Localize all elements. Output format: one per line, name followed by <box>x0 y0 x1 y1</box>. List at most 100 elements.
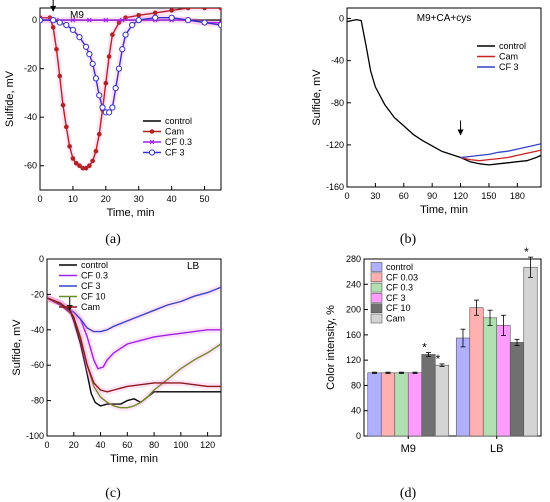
data-point <box>70 17 76 23</box>
y-tick-label: -80 <box>331 98 344 108</box>
legend-label: control <box>165 116 192 126</box>
series-band-cf-3 <box>40 14 221 116</box>
data-point <box>54 46 59 52</box>
data-point <box>50 25 56 30</box>
panel-2: 0 20 40 60 80 100 120 0 -20 -40 -60 -80 -100 Time, mi… <box>11 254 222 465</box>
data-point <box>92 75 100 82</box>
panel-label-d: (d) <box>400 486 417 501</box>
y-tick-label: 280 <box>346 254 361 264</box>
y-tick-label: 160 <box>346 330 361 340</box>
y-tick-label: -80 <box>31 396 44 406</box>
x-tick-label: 60 <box>122 440 132 450</box>
data-point <box>136 12 142 18</box>
data-point <box>96 131 102 137</box>
data-point <box>129 21 136 29</box>
data-point <box>80 165 86 171</box>
legend-label: CF 10 <box>386 303 411 313</box>
y-tick-label: -20 <box>31 289 44 299</box>
x-tick-label: 20 <box>101 194 111 204</box>
legend-marker <box>149 139 155 145</box>
x-tick-label: 0 <box>344 191 349 201</box>
data-point <box>64 124 69 130</box>
data-point <box>122 31 129 38</box>
data-point <box>168 14 175 21</box>
data-point <box>76 34 83 41</box>
data-point <box>116 20 122 25</box>
data-point <box>119 17 125 23</box>
series-line-control <box>347 18 541 166</box>
data-point <box>119 46 126 53</box>
legend-label: CF 3 <box>499 62 519 72</box>
y-tick-label: 80 <box>351 380 361 390</box>
data-point <box>67 144 72 149</box>
legend-swatch <box>370 303 383 314</box>
category-label: LB <box>490 443 503 455</box>
data-point <box>115 65 123 72</box>
legend-marker <box>148 149 156 156</box>
data-point <box>99 104 106 111</box>
x-tick-label: 120 <box>453 191 468 201</box>
bar-lb-cf-0.3 <box>482 317 498 437</box>
x-tick-label: 30 <box>370 191 380 201</box>
y-tick-label: -40 <box>331 56 344 66</box>
series-line-cf-3 <box>460 143 541 159</box>
panel-0: 0 10 20 30 40 50 0 -20 -40 -60 Time, min Sulfide, m… <box>4 0 222 219</box>
y-tick-label: -120 <box>326 140 344 150</box>
data-point <box>109 104 116 111</box>
x-axis-label: Time, min <box>107 207 155 219</box>
data-point <box>202 8 207 11</box>
data-point <box>169 8 174 13</box>
y-tick-label: -60 <box>31 360 44 370</box>
data-point <box>86 51 93 58</box>
series-group <box>40 8 221 172</box>
panel-1: 0 30 60 90 120 150 180 0 -40 -80 -120 -160 Time, min… <box>311 7 542 216</box>
legend-label: CF 0.3 <box>81 271 108 281</box>
x-tick-label: 90 <box>427 191 437 201</box>
legend-label: control <box>386 262 413 272</box>
significance-mark: * <box>524 245 529 259</box>
y-tick-label: -20 <box>24 64 37 74</box>
series-line-cam <box>460 149 541 162</box>
data-point <box>201 19 208 26</box>
chart-title: M9+CA+cys <box>417 13 471 24</box>
y-axis-label: Sulfide, mV <box>11 319 23 376</box>
data-point <box>218 8 221 11</box>
data-point <box>87 163 92 169</box>
data-point <box>60 102 66 108</box>
legend-label: CF 0.3 <box>165 137 192 147</box>
legend-swatch <box>370 262 383 272</box>
data-point <box>82 43 90 50</box>
x-tick-label: 120 <box>200 440 215 450</box>
data-point <box>93 148 99 154</box>
data-point <box>70 156 76 161</box>
panel-label-a: (a) <box>105 232 121 247</box>
series-group <box>347 18 541 166</box>
data-point <box>217 21 221 29</box>
bar-m9-cf-10 <box>421 354 436 437</box>
y-tick-label: 240 <box>346 279 361 289</box>
plot-area-frame <box>46 258 222 437</box>
legend-label: Cam <box>165 127 184 137</box>
significance-mark: * <box>422 341 427 355</box>
data-point <box>56 19 63 26</box>
legend-marker <box>149 129 155 134</box>
legend-label: control <box>499 41 526 51</box>
panel-label-c: (c) <box>105 486 121 501</box>
legend-label: Cam <box>386 314 405 324</box>
arrow-head <box>457 129 464 136</box>
series-line-cf-3 <box>47 286 221 333</box>
y-tick-label: 0 <box>356 431 361 441</box>
data-point <box>89 60 96 67</box>
y-axis-label: Sulfide, mV <box>311 69 323 126</box>
data-point <box>123 15 128 21</box>
y-tick-label: 120 <box>346 355 361 365</box>
category-label: M9 <box>401 443 416 455</box>
data-point <box>96 92 103 99</box>
legend-label: CF 0.3 <box>386 283 413 293</box>
y-tick-label: -40 <box>31 325 44 335</box>
data-point <box>83 165 89 171</box>
legend-label: Cam <box>81 302 100 312</box>
data-point <box>90 158 95 164</box>
